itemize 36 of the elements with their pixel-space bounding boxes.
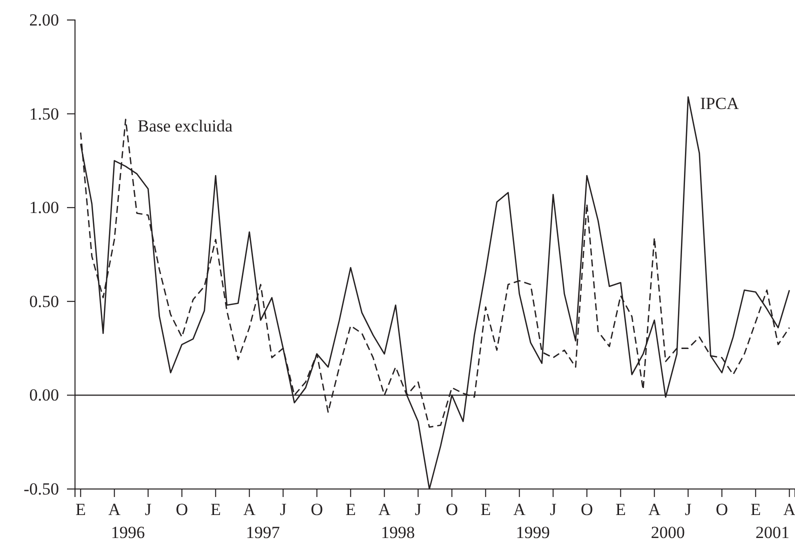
x-tick-label: A — [108, 500, 122, 520]
y-tick-label: 1.50 — [29, 104, 59, 124]
y-tick-label: 2.00 — [29, 10, 59, 30]
x-tick-label: J — [280, 500, 287, 520]
x-tick-label: A — [378, 500, 392, 520]
y-tick-label: 0.50 — [29, 292, 59, 311]
x-tick-label: E — [615, 500, 626, 520]
series-label: Base excluida — [138, 116, 233, 136]
x-tick-label: E — [210, 500, 221, 520]
x-tick-label: A — [243, 500, 256, 520]
text: 2000 — [650, 523, 685, 542]
text: 1996 — [110, 523, 145, 542]
x-tick-label: E — [345, 500, 356, 520]
x-tick-label: O — [580, 500, 594, 520]
y-tick-label: 0.00 — [29, 386, 59, 405]
series-label: IPCA — [700, 94, 740, 113]
text: 2001 — [756, 523, 790, 542]
x-tick-label: A — [513, 500, 526, 520]
x-tick-label: A — [783, 500, 795, 520]
x-tick-label: E — [750, 500, 761, 520]
text: 1997 — [246, 523, 280, 542]
x-tick-label: O — [176, 500, 188, 520]
x-tick-label: J — [414, 500, 422, 520]
x-tick-label: J — [684, 500, 692, 520]
text: 1998 — [380, 523, 415, 542]
x-tick-label: E — [75, 500, 86, 520]
x-tick-label: A — [648, 500, 662, 520]
y-tick-label: 1.00 — [29, 198, 59, 218]
x-tick-label: J — [144, 500, 152, 520]
x-tick-label: O — [310, 500, 324, 520]
x-tick-label: O — [446, 500, 458, 520]
y-tick-label: -0.50 — [24, 479, 59, 498]
text: 1999 — [516, 523, 550, 542]
x-tick-label: O — [716, 500, 728, 520]
x-tick-label: E — [480, 500, 491, 520]
x-tick-label: J — [550, 500, 557, 520]
